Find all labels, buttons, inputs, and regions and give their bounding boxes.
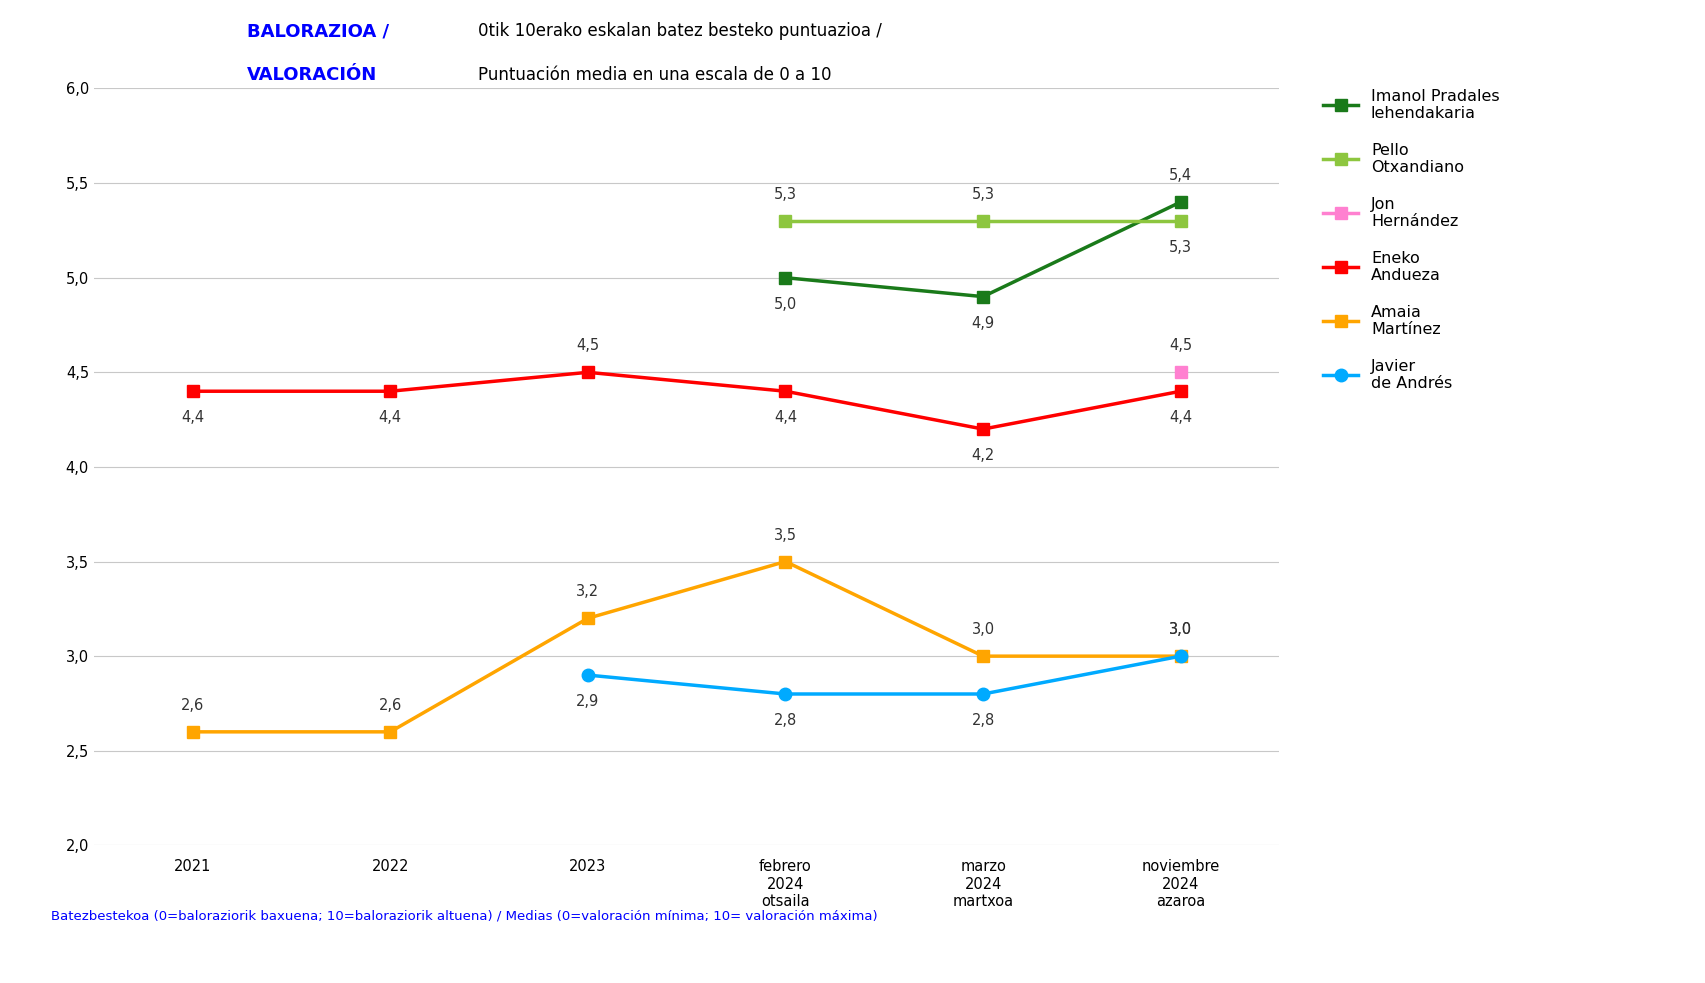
Text: 4,4: 4,4 bbox=[379, 410, 402, 426]
Text: 4,5: 4,5 bbox=[1168, 338, 1192, 354]
Text: 3,2: 3,2 bbox=[576, 584, 598, 600]
Text: 4,4: 4,4 bbox=[181, 410, 205, 426]
Text: Puntuación media en una escala de 0 a 10: Puntuación media en una escala de 0 a 10 bbox=[477, 67, 830, 85]
Text: 4,2: 4,2 bbox=[970, 448, 994, 463]
Text: Batezbestekoa (0=baloraziorik baxuena; 10=baloraziorik altuena) / Medias (0=valo: Batezbestekoa (0=baloraziorik baxuena; 1… bbox=[51, 909, 878, 922]
Text: 4,4: 4,4 bbox=[774, 410, 796, 426]
Text: 3,0: 3,0 bbox=[970, 622, 994, 637]
Text: 2,6: 2,6 bbox=[181, 698, 205, 713]
Text: 5,0: 5,0 bbox=[774, 297, 796, 312]
Text: 2,9: 2,9 bbox=[576, 694, 598, 709]
Text: 3,0: 3,0 bbox=[1168, 622, 1192, 637]
Text: VALORACIÓN: VALORACIÓN bbox=[247, 67, 377, 85]
Text: 5,3: 5,3 bbox=[1168, 240, 1192, 255]
Text: 2,8: 2,8 bbox=[774, 713, 796, 728]
Text: 2,8: 2,8 bbox=[970, 713, 994, 728]
Text: 3,5: 3,5 bbox=[774, 528, 796, 543]
Text: 2,6: 2,6 bbox=[379, 698, 402, 713]
Text: 5,3: 5,3 bbox=[774, 187, 796, 202]
Text: 4,5: 4,5 bbox=[576, 338, 598, 354]
Text: 4,4: 4,4 bbox=[1168, 410, 1192, 426]
Text: BALORAZIOA /: BALORAZIOA / bbox=[247, 22, 389, 40]
Legend: Imanol Pradales
lehendakaria, Pello
Otxandiano, Jon
Hernández, Eneko
Andueza, Am: Imanol Pradales lehendakaria, Pello Otxa… bbox=[1323, 88, 1499, 391]
Text: 0tik 10erako eskalan batez besteko puntuazioa /: 0tik 10erako eskalan batez besteko puntu… bbox=[477, 22, 881, 40]
Text: 3,0: 3,0 bbox=[1168, 622, 1192, 637]
Text: 4,9: 4,9 bbox=[970, 316, 994, 330]
Text: 5,4: 5,4 bbox=[1168, 168, 1192, 183]
Text: 5,3: 5,3 bbox=[972, 187, 994, 202]
